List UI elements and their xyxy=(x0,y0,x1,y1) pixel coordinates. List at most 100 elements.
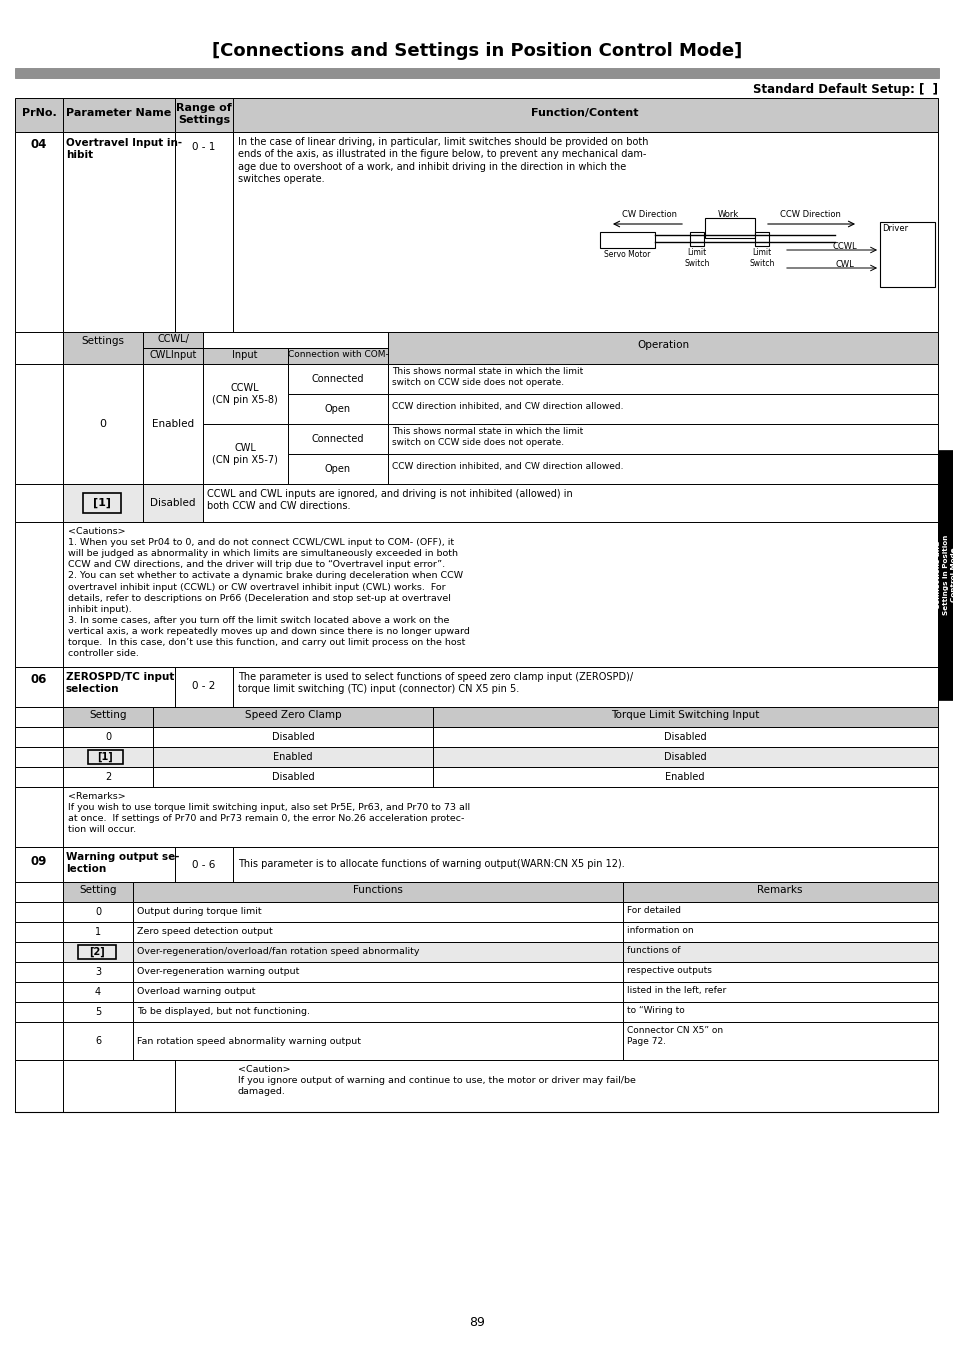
Text: Speed Zero Clamp: Speed Zero Clamp xyxy=(244,711,341,720)
Bar xyxy=(132,902,622,921)
Text: Overload warning output: Overload warning output xyxy=(137,988,255,997)
Bar xyxy=(15,707,63,727)
Text: <Caution>
If you ignore output of warning and continue to use, the motor or driv: <Caution> If you ignore output of warnin… xyxy=(237,1065,636,1096)
Bar xyxy=(132,942,622,962)
Text: 04: 04 xyxy=(30,138,47,151)
Bar xyxy=(622,1002,937,1021)
Bar xyxy=(622,962,937,982)
Bar xyxy=(63,1002,132,1021)
Bar xyxy=(15,484,63,521)
Text: 6: 6 xyxy=(95,1036,101,1046)
Text: Connection with COM-: Connection with COM- xyxy=(287,350,388,359)
Bar xyxy=(132,1021,622,1061)
Bar xyxy=(15,363,63,484)
Text: Functions: Functions xyxy=(353,885,402,894)
Text: Driver: Driver xyxy=(882,224,907,232)
Bar xyxy=(622,902,937,921)
Text: Setting: Setting xyxy=(79,885,116,894)
Bar xyxy=(63,707,152,727)
Bar xyxy=(388,394,937,424)
Text: Zero speed detection output: Zero speed detection output xyxy=(137,928,273,936)
Bar xyxy=(152,747,433,767)
Text: 06: 06 xyxy=(30,673,47,686)
Text: Enabled: Enabled xyxy=(664,771,704,782)
Text: PrNo.: PrNo. xyxy=(22,108,56,118)
Text: [1]: [1] xyxy=(92,499,111,508)
Text: Connected: Connected xyxy=(312,374,364,384)
Bar xyxy=(132,1002,622,1021)
Bar xyxy=(15,1002,63,1021)
Bar xyxy=(599,232,655,249)
Text: 1: 1 xyxy=(95,927,101,938)
Bar xyxy=(622,1021,937,1061)
Bar xyxy=(132,962,622,982)
Text: Open: Open xyxy=(325,463,351,474)
Bar xyxy=(63,767,152,788)
Text: This shows normal state in which the limit
switch on CCW side does not operate.: This shows normal state in which the lim… xyxy=(392,367,582,388)
Text: Work: Work xyxy=(717,209,738,219)
Bar xyxy=(132,921,622,942)
Bar xyxy=(15,962,63,982)
Bar xyxy=(63,788,937,847)
Text: 0: 0 xyxy=(105,732,111,742)
Text: Open: Open xyxy=(325,404,351,413)
Bar xyxy=(15,788,63,847)
Text: [2]: [2] xyxy=(89,947,105,957)
Text: Function/Content: Function/Content xyxy=(531,108,639,118)
Bar xyxy=(63,962,132,982)
Text: Parameter Name: Parameter Name xyxy=(67,108,172,118)
Bar xyxy=(15,1021,63,1061)
Bar xyxy=(203,349,288,363)
Text: <Remarks>
If you wish to use torque limit switching input, also set Pr5E, Pr63, : <Remarks> If you wish to use torque limi… xyxy=(68,792,470,835)
Bar xyxy=(88,750,123,765)
Text: functions of: functions of xyxy=(626,946,679,955)
Text: Torque Limit Switching Input: Torque Limit Switching Input xyxy=(610,711,759,720)
Text: For detailed: For detailed xyxy=(626,907,680,915)
Text: 0 - 1: 0 - 1 xyxy=(193,142,215,153)
Bar xyxy=(288,424,388,454)
Text: CCW direction inhibited, and CW direction allowed.: CCW direction inhibited, and CW directio… xyxy=(392,403,623,411)
Text: This parameter is to allocate functions of warning output(WARN:CN X5 pin 12).: This parameter is to allocate functions … xyxy=(237,859,624,869)
Bar xyxy=(63,132,174,332)
Bar xyxy=(388,332,937,363)
Text: 0: 0 xyxy=(99,419,107,430)
Text: CCW direction inhibited, and CW direction allowed.: CCW direction inhibited, and CW directio… xyxy=(392,462,623,471)
Text: Over-regeneration/overload/fan rotation speed abnormality: Over-regeneration/overload/fan rotation … xyxy=(137,947,419,957)
Bar xyxy=(63,882,132,902)
Text: To be displayed, but not functioning.: To be displayed, but not functioning. xyxy=(137,1008,310,1016)
Bar xyxy=(233,667,937,707)
Bar xyxy=(152,707,433,727)
Text: CCWL and CWL inputs are ignored, and driving is not inhibited (allowed) in
both : CCWL and CWL inputs are ignored, and dri… xyxy=(207,489,572,512)
Bar xyxy=(143,363,203,484)
Bar xyxy=(63,332,143,363)
Bar xyxy=(15,521,63,667)
Text: CWLInput: CWLInput xyxy=(150,350,196,359)
Bar xyxy=(622,982,937,1002)
Bar xyxy=(132,882,622,902)
Bar xyxy=(63,982,132,1002)
Text: Warning output se-
lection: Warning output se- lection xyxy=(66,852,179,874)
Bar xyxy=(143,332,203,349)
Text: Limit
Switch: Limit Switch xyxy=(683,249,709,267)
Bar xyxy=(63,1061,937,1112)
Bar xyxy=(63,727,152,747)
Text: Setting: Setting xyxy=(90,711,127,720)
Bar xyxy=(15,982,63,1002)
Bar xyxy=(63,667,174,707)
Text: Enabled: Enabled xyxy=(152,419,193,430)
Text: ZEROSPD/TC input
selection: ZEROSPD/TC input selection xyxy=(66,671,174,694)
Bar xyxy=(15,332,63,363)
Bar xyxy=(63,1021,132,1061)
Text: Connections and
Settings in Position
Control Mode: Connections and Settings in Position Con… xyxy=(934,535,953,615)
Bar xyxy=(63,747,152,767)
Bar xyxy=(63,847,174,882)
Bar xyxy=(15,68,938,78)
Bar xyxy=(689,232,703,246)
Bar xyxy=(15,882,63,902)
Text: Overtravel Input in-
hibit: Overtravel Input in- hibit xyxy=(66,138,182,161)
Text: Standard Default Setup: [  ]: Standard Default Setup: [ ] xyxy=(752,82,937,96)
Bar xyxy=(15,332,63,363)
Bar xyxy=(83,493,121,513)
Text: CCWL
(CN pin X5-8): CCWL (CN pin X5-8) xyxy=(212,382,277,405)
Text: 5: 5 xyxy=(94,1006,101,1017)
